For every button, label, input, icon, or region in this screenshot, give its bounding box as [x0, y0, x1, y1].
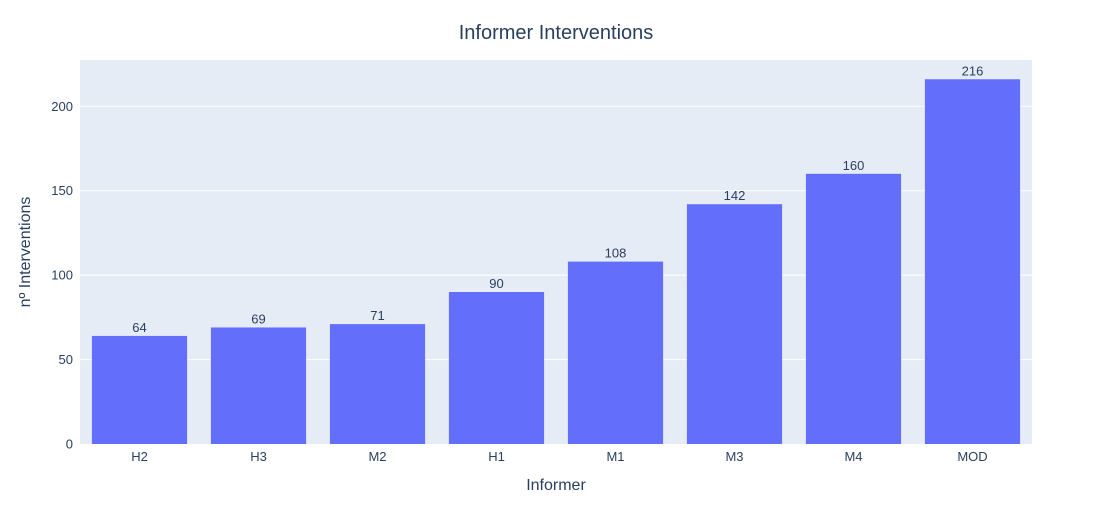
- bar[interactable]: [924, 79, 1021, 444]
- bar-data-label: 90: [489, 276, 503, 291]
- bar-data-label: 160: [843, 158, 865, 173]
- bars: [91, 79, 1021, 444]
- y-tick-label: 50: [59, 352, 73, 367]
- bar[interactable]: [686, 204, 783, 444]
- bar[interactable]: [448, 292, 545, 444]
- x-tick-label: M3: [725, 449, 743, 464]
- x-tick-label: M4: [844, 449, 862, 464]
- y-axis-title: nº Interventions: [17, 197, 34, 308]
- bar-data-label: 64: [132, 320, 146, 335]
- bar-data-label: 216: [962, 63, 984, 78]
- bar[interactable]: [805, 173, 902, 444]
- y-tick-label: 100: [51, 268, 73, 283]
- bar[interactable]: [210, 327, 307, 444]
- chart-title: Informer Interventions: [459, 22, 654, 44]
- x-tick-label: H1: [488, 449, 505, 464]
- y-tick-label: 200: [51, 99, 73, 114]
- bar[interactable]: [329, 324, 426, 444]
- bar-data-label: 142: [724, 188, 746, 203]
- bar-data-label: 71: [370, 308, 384, 323]
- x-axis-ticks: H2 H3 M2 H1 M1 M3 M4 MOD: [131, 449, 987, 464]
- x-tick-label: M1: [606, 449, 624, 464]
- x-tick-label: H3: [250, 449, 267, 464]
- bar[interactable]: [567, 261, 664, 444]
- bar[interactable]: [91, 335, 188, 444]
- x-tick-label: H2: [131, 449, 148, 464]
- bar-data-label: 108: [605, 246, 627, 261]
- bar-data-label: 69: [251, 311, 265, 326]
- y-tick-label: 0: [66, 437, 73, 452]
- y-tick-label: 150: [51, 183, 73, 198]
- x-axis-title: Informer: [526, 477, 586, 494]
- x-tick-label: M2: [368, 449, 386, 464]
- y-axis-ticks: 0 50 100 150 200: [51, 99, 73, 452]
- x-tick-label: MOD: [957, 449, 987, 464]
- data-labels: 64 69 71 90 108 142 160 216: [132, 63, 983, 335]
